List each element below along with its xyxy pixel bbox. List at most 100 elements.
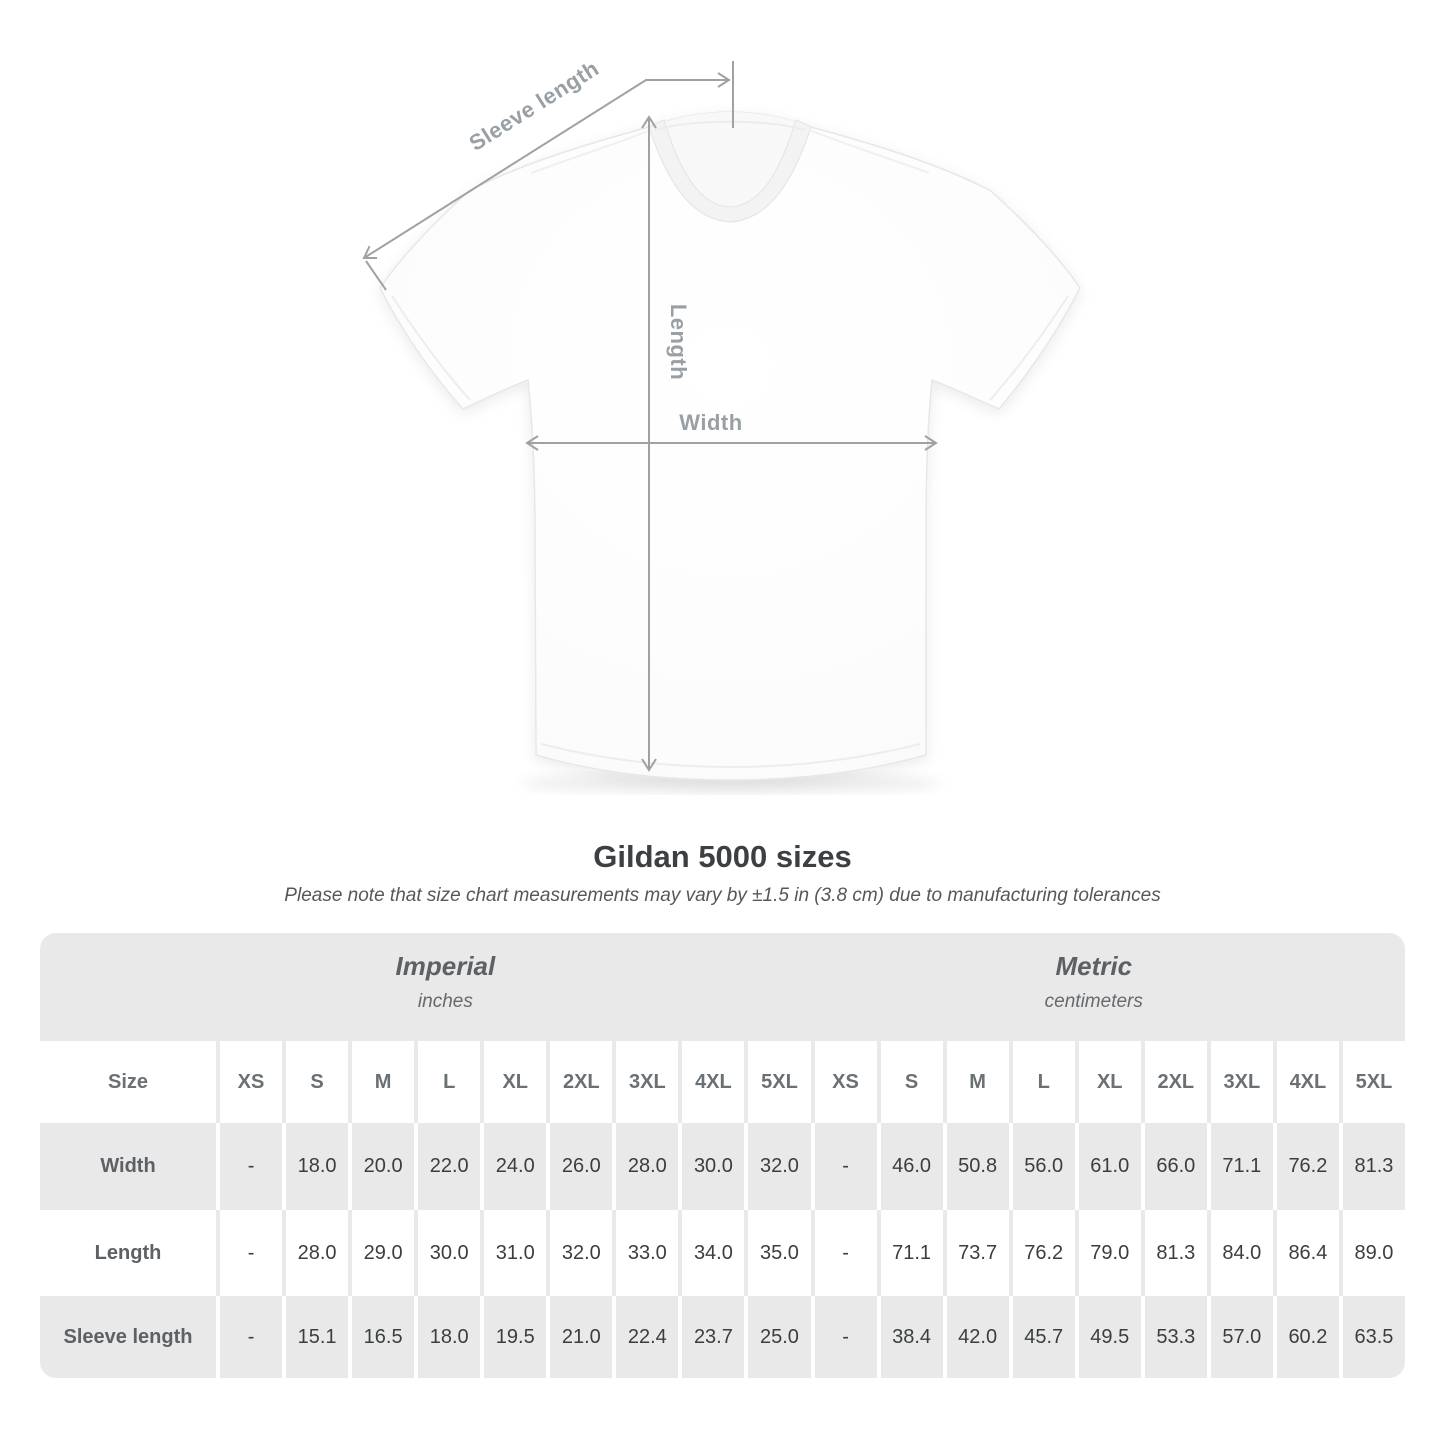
size-header-cell: M <box>946 1041 1009 1123</box>
sleeve-length-overshoot <box>365 260 387 291</box>
value-cell: 29.0 <box>352 1210 415 1296</box>
value-cell: 50.8 <box>946 1123 1009 1210</box>
value-cell: 25.0 <box>748 1296 811 1378</box>
value-cell: 30.0 <box>682 1123 745 1210</box>
value-cell: 73.7 <box>946 1210 1009 1296</box>
value-cell: 24.0 <box>484 1123 547 1210</box>
size-header-cell: 4XL <box>682 1041 745 1123</box>
value-cell: 53.3 <box>1144 1296 1207 1378</box>
size-header-cell: XS <box>220 1041 283 1123</box>
sleeve-length-dimension-line <box>362 72 731 260</box>
row-label: Sleeve length <box>40 1296 216 1378</box>
size-header-cell: M <box>352 1041 415 1123</box>
value-cell: 42.0 <box>946 1296 1009 1378</box>
value-cell: - <box>814 1210 877 1296</box>
size-header-cell: S <box>286 1041 349 1123</box>
size-header-cell: XL <box>1078 1041 1141 1123</box>
value-cell: 20.0 <box>352 1123 415 1210</box>
value-cell: - <box>220 1296 283 1378</box>
dimension-lines <box>362 61 938 772</box>
value-cell: 33.0 <box>616 1210 679 1296</box>
value-cell: 22.4 <box>616 1296 679 1378</box>
imperial-name: Imperial <box>395 951 496 981</box>
value-cell: 57.0 <box>1210 1296 1273 1378</box>
value-cell: 16.5 <box>352 1296 415 1378</box>
value-cell: 45.7 <box>1012 1296 1075 1378</box>
value-cell: 89.0 <box>1342 1210 1405 1296</box>
unit-band: Imperial inches Metric centimeters <box>40 933 1405 1041</box>
tshirt-silhouette <box>379 111 1081 781</box>
metric-unit-label: centimeters <box>1044 991 1143 1012</box>
page-title: Gildan 5000 sizes <box>593 839 852 874</box>
value-cell: 81.3 <box>1342 1123 1405 1210</box>
size-header-cell: 5XL <box>748 1041 811 1123</box>
table-row: Sleeve length -15.1 16.5 18.0 19.5 21.0 22.4 23… <box>40 1296 1405 1378</box>
value-cell: 76.2 <box>1012 1210 1075 1296</box>
value-cell: 32.0 <box>748 1123 811 1210</box>
value-cell: 26.0 <box>550 1123 613 1210</box>
table-row: Width -18.0 20.0 22.0 24.0 26.0 28.0 30.0 32.0-4… <box>40 1123 1405 1210</box>
size-header-cell: 2XL <box>1144 1041 1207 1123</box>
value-cell: 30.0 <box>418 1210 481 1296</box>
bottom-hem-seam <box>540 743 921 769</box>
value-cell: 28.0 <box>616 1123 679 1210</box>
size-header-cell: 5XL <box>1342 1041 1405 1123</box>
value-cell: - <box>814 1296 877 1378</box>
table-header-row: Size XS S M L XL 2XL 3XL 4XL 5XL XS S M L XL 2XL 3XL 4XL… <box>40 1041 1405 1123</box>
sleeve-seam-right <box>989 295 1069 401</box>
value-cell: 46.0 <box>880 1123 943 1210</box>
tshirt-graphic: Sleeve length Length Width <box>362 55 1081 793</box>
title-block: Gildan 5000 sizes Please note that size … <box>0 838 1445 908</box>
row-label: Length <box>40 1210 216 1296</box>
value-cell: 34.0 <box>682 1210 745 1296</box>
value-cell: - <box>220 1210 283 1296</box>
value-cell: 56.0 <box>1012 1123 1075 1210</box>
value-cell: 28.0 <box>286 1210 349 1296</box>
size-header-cell: 3XL <box>616 1041 679 1123</box>
value-cell: 81.3 <box>1144 1210 1207 1296</box>
size-header-cell: 3XL <box>1210 1041 1273 1123</box>
size-header-cell: L <box>1012 1041 1075 1123</box>
value-cell: 35.0 <box>748 1210 811 1296</box>
size-header-cell: XL <box>484 1041 547 1123</box>
value-cell: 22.0 <box>418 1123 481 1210</box>
row-label: Width <box>40 1123 216 1210</box>
imperial-unit-label: inches <box>417 991 473 1012</box>
size-header-cell: L <box>418 1041 481 1123</box>
value-cell: 15.1 <box>286 1296 349 1378</box>
width-label: Width <box>679 410 742 435</box>
value-cell: - <box>220 1123 283 1210</box>
value-cell: 71.1 <box>1210 1123 1273 1210</box>
size-header-cell: S <box>880 1041 943 1123</box>
tshirt-shadow <box>521 773 941 793</box>
metric-group-header: Metric centimeters <box>1045 950 1143 1014</box>
value-cell: 71.1 <box>880 1210 943 1296</box>
tshirt-diagram: Sleeve length Length Width <box>362 55 1081 793</box>
value-cell: 76.2 <box>1276 1123 1339 1210</box>
value-cell: 84.0 <box>1210 1210 1273 1296</box>
value-cell: 23.7 <box>682 1296 745 1378</box>
size-header-cell: 4XL <box>1276 1041 1339 1123</box>
table-row: Length -28.0 29.0 30.0 31.0 32.0 33.0 34.0 35.0-… <box>40 1210 1405 1296</box>
value-cell: - <box>814 1123 877 1210</box>
value-cell: 86.4 <box>1276 1210 1339 1296</box>
sleeve-length-label: Sleeve length <box>465 55 604 155</box>
imperial-group-header: Imperial inches <box>396 950 496 1014</box>
sleeve-seam-left <box>391 295 471 401</box>
value-cell: 63.5 <box>1342 1296 1405 1378</box>
value-cell: 49.5 <box>1078 1296 1141 1378</box>
value-cell: 38.4 <box>880 1296 943 1378</box>
value-cell: 31.0 <box>484 1210 547 1296</box>
value-cell: 32.0 <box>550 1210 613 1296</box>
size-header-cell: XS <box>814 1041 877 1123</box>
value-cell: 61.0 <box>1078 1123 1141 1210</box>
shoulder-seam-right <box>808 129 930 174</box>
value-cell: 18.0 <box>286 1123 349 1210</box>
value-cell: 18.0 <box>418 1296 481 1378</box>
value-cell: 19.5 <box>484 1296 547 1378</box>
value-cell: 60.2 <box>1276 1296 1339 1378</box>
metric-name: Metric <box>1055 951 1133 981</box>
size-table: Imperial inches Metric centimeters Size … <box>40 933 1405 1378</box>
length-label: Length <box>666 304 691 380</box>
